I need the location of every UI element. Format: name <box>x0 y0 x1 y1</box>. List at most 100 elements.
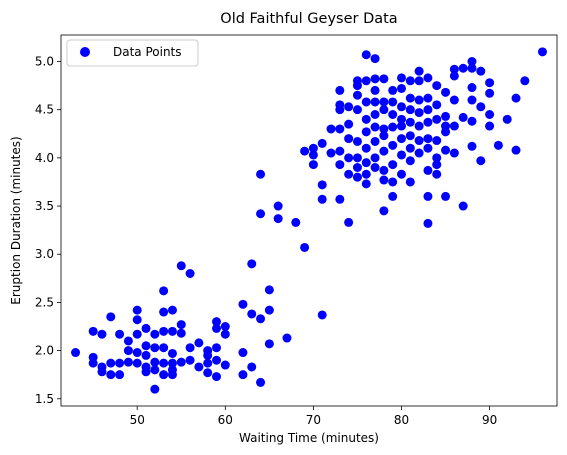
data-point <box>485 121 495 131</box>
data-point <box>379 206 389 216</box>
data-point <box>212 372 221 382</box>
data-point <box>397 150 406 160</box>
data-point <box>432 153 442 163</box>
data-point <box>379 131 389 141</box>
data-point <box>194 338 204 348</box>
data-point <box>405 105 415 115</box>
data-point <box>88 358 98 368</box>
data-point <box>212 323 221 333</box>
data-point <box>485 78 495 88</box>
data-point <box>379 97 389 107</box>
data-point <box>123 336 133 346</box>
data-point <box>317 180 327 190</box>
data-point <box>485 88 495 98</box>
data-point <box>167 348 177 358</box>
data-point <box>388 97 398 107</box>
y-tick-label: 2.0 <box>35 344 54 358</box>
data-point <box>423 73 433 83</box>
data-point <box>414 121 424 131</box>
data-point <box>414 95 424 105</box>
data-point <box>238 348 248 358</box>
data-point <box>159 370 169 380</box>
data-point <box>493 140 503 150</box>
y-tick-label: 1.5 <box>35 392 54 406</box>
data-point <box>361 127 371 137</box>
data-point <box>397 134 406 144</box>
data-point <box>423 191 433 201</box>
data-point <box>282 333 292 343</box>
data-point <box>273 214 283 224</box>
data-point <box>352 172 362 182</box>
data-point <box>132 358 142 368</box>
data-point <box>352 81 362 91</box>
data-point <box>150 343 160 353</box>
data-point <box>141 367 151 377</box>
data-point <box>397 121 406 131</box>
data-point <box>379 74 389 84</box>
data-point <box>502 114 512 124</box>
data-point <box>247 309 257 319</box>
data-point <box>432 114 442 124</box>
data-point <box>132 348 142 358</box>
data-point <box>326 148 336 158</box>
data-point <box>97 329 107 339</box>
data-point <box>414 76 424 86</box>
data-point <box>388 122 398 132</box>
data-point <box>388 140 398 150</box>
legend-marker <box>80 47 90 57</box>
data-point <box>441 127 451 137</box>
y-tick-label: 4.5 <box>35 103 54 117</box>
y-tick-label: 5.0 <box>35 55 54 69</box>
data-point <box>264 305 274 315</box>
data-point <box>467 83 477 93</box>
data-point <box>203 368 213 378</box>
data-point <box>344 169 354 179</box>
data-point <box>123 346 133 356</box>
ticks-layer: 50 60 70 80 90 1.5 2.0 2.5 3.0 3.5 4.0 4.5 5.0 <box>35 55 497 428</box>
data-point <box>370 74 380 84</box>
data-point <box>414 136 424 146</box>
y-axis-label: Eruption Duration (minutes) <box>9 136 23 304</box>
data-point <box>300 146 310 156</box>
data-point <box>167 326 177 336</box>
data-point <box>379 124 389 134</box>
data-point <box>106 358 116 368</box>
data-point <box>150 357 160 367</box>
data-point <box>256 314 266 324</box>
data-point <box>167 358 177 368</box>
data-point <box>317 194 327 204</box>
data-point <box>176 261 186 271</box>
data-point <box>247 362 257 372</box>
data-point <box>405 177 415 187</box>
data-point <box>256 169 266 179</box>
data-point <box>335 85 345 95</box>
data-point <box>370 54 380 64</box>
data-point <box>432 100 442 110</box>
data-point <box>159 286 169 296</box>
data-point <box>449 71 459 81</box>
data-point <box>458 63 468 73</box>
data-point <box>414 108 424 118</box>
data-point <box>273 201 283 211</box>
data-point <box>511 93 521 103</box>
data-point <box>397 83 406 93</box>
chart-title: Old Faithful Geyser Data <box>220 11 397 27</box>
data-point <box>467 63 477 73</box>
data-point <box>388 177 398 187</box>
data-point <box>361 158 371 168</box>
data-point <box>159 307 169 317</box>
data-point <box>370 85 380 95</box>
data-point <box>423 105 433 115</box>
data-point <box>361 143 371 153</box>
data-point <box>397 102 406 112</box>
data-point <box>352 163 362 172</box>
y-tick-label: 2.5 <box>35 295 54 309</box>
data-point <box>247 259 257 269</box>
data-point <box>264 339 274 349</box>
data-point <box>264 285 274 295</box>
data-point <box>335 146 345 156</box>
data-point <box>361 76 371 86</box>
data-point <box>449 148 459 158</box>
data-point <box>414 148 424 158</box>
data-point <box>388 110 398 119</box>
